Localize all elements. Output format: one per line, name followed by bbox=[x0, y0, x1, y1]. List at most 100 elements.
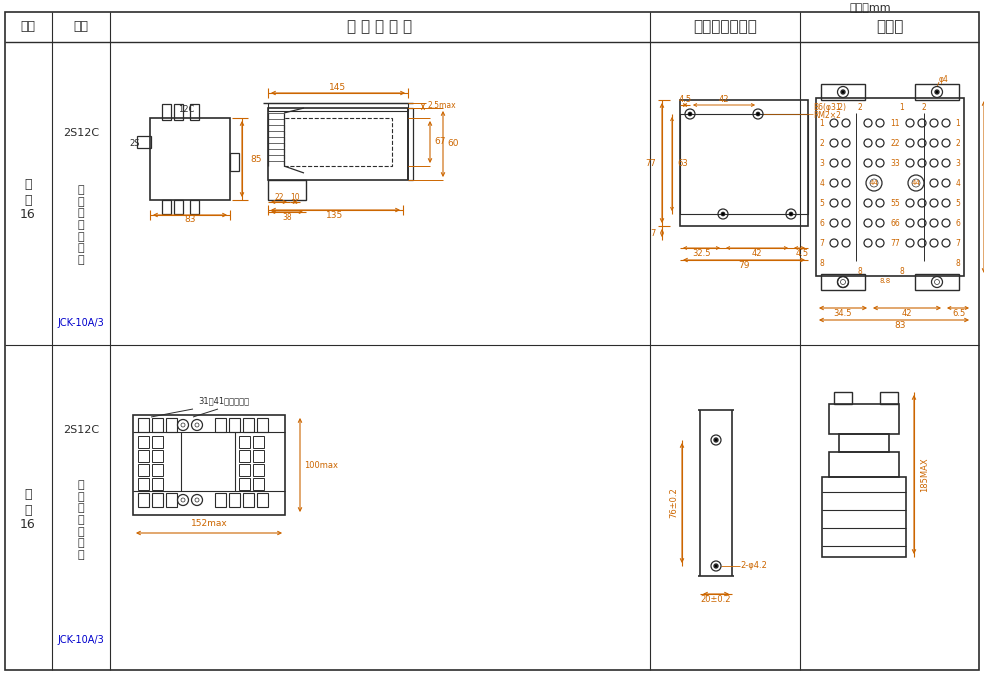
Text: 77: 77 bbox=[891, 238, 900, 248]
Text: 凸
出
式
板
后
接
线: 凸 出 式 板 后 接 线 bbox=[78, 185, 85, 265]
Text: 1: 1 bbox=[899, 103, 904, 113]
Text: JCK-10A/3: JCK-10A/3 bbox=[58, 318, 104, 328]
Text: 8.8: 8.8 bbox=[880, 278, 891, 284]
Bar bbox=[243, 418, 254, 432]
Bar bbox=[152, 418, 163, 432]
Text: 3: 3 bbox=[820, 159, 825, 167]
Bar bbox=[138, 436, 149, 448]
Text: 2S: 2S bbox=[130, 140, 140, 148]
Text: 12C: 12C bbox=[178, 105, 194, 115]
Bar bbox=[268, 108, 408, 180]
Bar bbox=[230, 153, 239, 171]
Bar bbox=[138, 493, 149, 507]
Text: 60: 60 bbox=[447, 140, 459, 148]
Text: φ4: φ4 bbox=[939, 76, 949, 84]
Text: 55: 55 bbox=[891, 198, 900, 207]
Text: 83: 83 bbox=[894, 321, 905, 331]
Circle shape bbox=[721, 212, 725, 216]
Bar bbox=[215, 493, 226, 507]
Bar bbox=[253, 478, 264, 490]
Text: 38: 38 bbox=[282, 213, 292, 221]
Bar bbox=[915, 274, 959, 290]
Bar bbox=[829, 452, 899, 477]
Text: 66: 66 bbox=[891, 219, 900, 227]
Text: 2: 2 bbox=[955, 138, 960, 148]
Text: 8: 8 bbox=[820, 259, 825, 267]
Text: 凸
出
式
板
前
接
线: 凸 出 式 板 前 接 线 bbox=[78, 480, 85, 560]
Text: 42: 42 bbox=[752, 248, 763, 257]
Bar bbox=[834, 392, 852, 404]
Bar bbox=[880, 392, 898, 404]
Text: 10: 10 bbox=[290, 192, 300, 202]
Text: 端子图: 端子图 bbox=[877, 20, 903, 34]
Text: 4: 4 bbox=[820, 178, 825, 188]
Bar bbox=[229, 493, 240, 507]
Text: 附
图
16: 附 图 16 bbox=[20, 178, 35, 221]
Circle shape bbox=[688, 112, 692, 116]
Bar bbox=[190, 104, 199, 120]
Bar bbox=[915, 84, 959, 100]
Bar bbox=[152, 478, 163, 490]
Text: 2S12C: 2S12C bbox=[63, 128, 99, 138]
Bar bbox=[190, 200, 199, 214]
Circle shape bbox=[935, 90, 939, 94]
Text: 31、41为电流端子: 31、41为电流端子 bbox=[198, 396, 249, 406]
Text: 67: 67 bbox=[434, 138, 446, 146]
Bar bbox=[215, 418, 226, 432]
Bar bbox=[166, 493, 177, 507]
Text: 2S12C: 2S12C bbox=[63, 425, 99, 435]
Bar bbox=[166, 418, 177, 432]
Text: 1: 1 bbox=[835, 103, 840, 113]
Text: 32.5: 32.5 bbox=[693, 248, 710, 257]
Text: 100max: 100max bbox=[304, 460, 338, 470]
Bar bbox=[137, 136, 151, 148]
Bar bbox=[138, 418, 149, 432]
Bar bbox=[162, 104, 171, 120]
Text: 83: 83 bbox=[184, 215, 196, 225]
Text: 145: 145 bbox=[330, 84, 346, 92]
Circle shape bbox=[714, 438, 718, 442]
Circle shape bbox=[841, 90, 845, 94]
Text: 2: 2 bbox=[858, 103, 862, 113]
Text: 135: 135 bbox=[327, 211, 343, 221]
Text: 44: 44 bbox=[870, 180, 879, 186]
Text: 4.5: 4.5 bbox=[796, 248, 809, 257]
Text: 33: 33 bbox=[891, 159, 900, 167]
Text: 85: 85 bbox=[250, 155, 262, 163]
Text: 8: 8 bbox=[899, 267, 904, 275]
Bar bbox=[680, 100, 808, 226]
Text: RM2×2: RM2×2 bbox=[813, 111, 841, 121]
Text: 6.5: 6.5 bbox=[953, 308, 965, 317]
Bar bbox=[243, 493, 254, 507]
Bar bbox=[152, 493, 163, 507]
Bar bbox=[268, 103, 408, 111]
Text: 5: 5 bbox=[955, 198, 960, 207]
Text: 7: 7 bbox=[955, 238, 960, 248]
Circle shape bbox=[789, 212, 793, 216]
Bar bbox=[138, 450, 149, 462]
Bar bbox=[239, 478, 250, 490]
Text: 42: 42 bbox=[718, 95, 729, 105]
Text: 2.5max: 2.5max bbox=[428, 101, 457, 109]
Text: 6: 6 bbox=[955, 219, 960, 227]
Bar bbox=[253, 436, 264, 448]
Text: 5: 5 bbox=[820, 198, 825, 207]
Text: 8: 8 bbox=[858, 267, 862, 275]
Text: 1: 1 bbox=[820, 119, 825, 128]
Text: 34.5: 34.5 bbox=[833, 308, 852, 317]
Bar bbox=[174, 200, 183, 214]
Text: 76±0.2: 76±0.2 bbox=[669, 487, 678, 518]
Bar bbox=[680, 114, 808, 214]
Text: 图号: 图号 bbox=[21, 20, 35, 34]
Text: 22: 22 bbox=[275, 192, 283, 202]
Text: 安装开孔尺寸图: 安装开孔尺寸图 bbox=[693, 20, 757, 34]
Text: 77: 77 bbox=[646, 159, 656, 167]
Bar bbox=[821, 84, 865, 100]
Text: 42: 42 bbox=[901, 308, 912, 317]
Text: 11: 11 bbox=[891, 119, 899, 128]
Bar bbox=[239, 436, 250, 448]
Bar bbox=[239, 450, 250, 462]
Bar bbox=[138, 464, 149, 476]
Text: 79: 79 bbox=[738, 261, 750, 271]
Bar bbox=[174, 104, 183, 120]
